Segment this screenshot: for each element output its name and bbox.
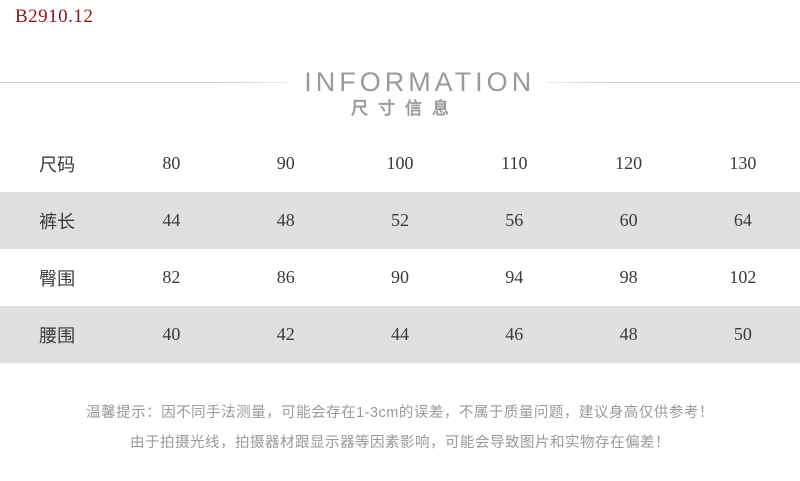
size-value-cell: 60 <box>619 210 638 230</box>
size-value-cell: 98 <box>619 267 638 287</box>
title-rule-left <box>0 81 289 83</box>
size-header-cell: 110 <box>501 153 528 173</box>
size-value-cell: 86 <box>276 267 295 287</box>
page-title: INFORMATION <box>304 67 536 97</box>
size-value-cell: 94 <box>505 267 524 287</box>
size-value-cell: 82 <box>162 267 181 287</box>
table-row-pants-length: 裤长 44 48 52 56 60 64 <box>0 192 800 249</box>
tips-line-2: 由于拍摄光线，拍摄器材跟显示器等因素影响，可能会导致图片和实物存在偏差！ <box>130 435 670 451</box>
row-label-waist: 腰围 <box>39 325 76 346</box>
size-value-cell: 102 <box>729 267 757 287</box>
size-value-cell: 48 <box>276 210 295 230</box>
size-value-cell: 46 <box>505 324 524 344</box>
size-value-cell: 52 <box>390 210 409 230</box>
size-value-cell: 42 <box>276 324 295 344</box>
size-value-cell: 90 <box>390 267 409 287</box>
title-rule-right <box>547 81 800 83</box>
size-header-cell: 90 <box>276 153 295 173</box>
table-header-row: 尺码 80 90 100 110 120 130 <box>0 135 800 192</box>
product-code: B2910.12 <box>15 6 94 27</box>
row-label-pants-length: 裤长 <box>39 211 76 232</box>
size-header-cell: 130 <box>729 153 757 173</box>
page-subtitle: 尺寸信息 <box>351 99 459 118</box>
size-header-cell: 100 <box>386 153 414 173</box>
size-header-cell: 80 <box>162 153 181 173</box>
size-value-cell: 64 <box>733 210 752 230</box>
size-table: 尺码 80 90 100 110 120 130 裤长 44 48 52 56 … <box>0 135 800 363</box>
table-row-waist: 腰围 40 42 44 46 48 50 <box>0 306 800 363</box>
size-value-cell: 44 <box>162 210 181 230</box>
tips-line-1: 温馨提示：因不同手法测量，可能会存在1-3cm的误差，不属于质量问题，建议身高仅… <box>86 405 714 421</box>
size-value-cell: 44 <box>390 324 409 344</box>
tips-block: 温馨提示：因不同手法测量，可能会存在1-3cm的误差，不属于质量问题，建议身高仅… <box>0 398 800 458</box>
row-label-hip: 臀围 <box>39 268 76 289</box>
size-header-cell: 120 <box>615 153 643 173</box>
table-row-hip: 臀围 82 86 90 94 98 102 <box>0 249 800 306</box>
size-value-cell: 56 <box>505 210 524 230</box>
size-value-cell: 50 <box>733 324 752 344</box>
title-block: INFORMATION <box>0 0 800 96</box>
size-value-cell: 40 <box>162 324 181 344</box>
size-value-cell: 48 <box>619 324 638 344</box>
row-label-size: 尺码 <box>39 154 76 175</box>
